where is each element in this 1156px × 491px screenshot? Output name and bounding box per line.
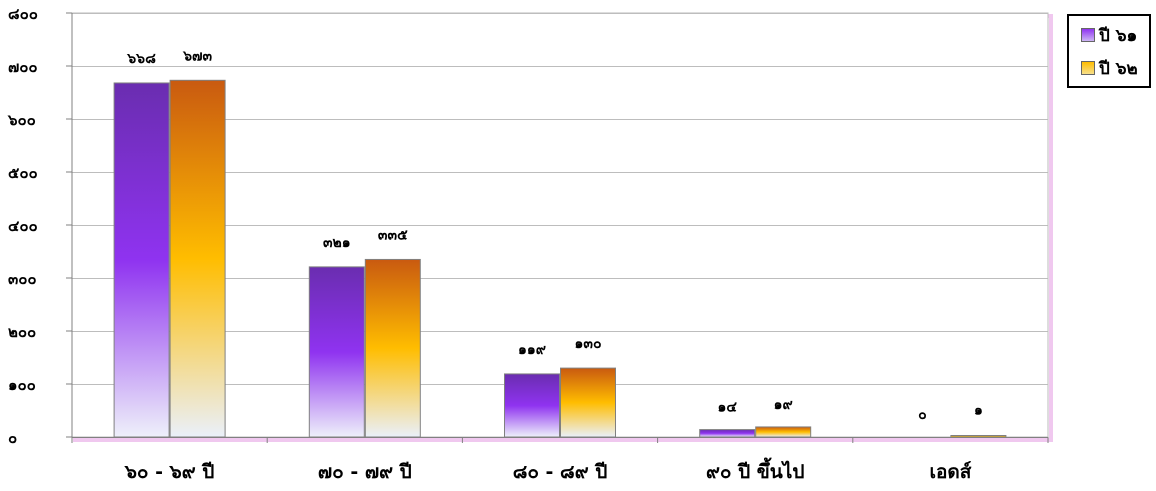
bar-series-2-5 xyxy=(950,435,1007,438)
data-label: ๑ xyxy=(974,403,983,419)
data-label: ๖๖๘ xyxy=(126,51,156,67)
bar-series-2-4 xyxy=(755,426,812,438)
bar-series-1-1 xyxy=(113,82,170,438)
data-label: ๑๓๐ xyxy=(574,336,601,352)
legend-swatch-series-1 xyxy=(1081,28,1095,42)
bar-series-2-1 xyxy=(169,79,226,438)
data-label: ๑๔ xyxy=(717,400,737,416)
data-label: ๓๒๑ xyxy=(323,235,351,251)
legend-label-series-1: ปี ๖๑ xyxy=(1099,25,1138,46)
legend-item-series-1: ปี ๖๑ xyxy=(1081,25,1137,46)
data-label: ๖๗๓ xyxy=(182,48,212,64)
bar-series-1-2 xyxy=(308,266,365,438)
y-tick-label: ๓๐๐ xyxy=(8,270,37,288)
data-label: ๓๓๕ xyxy=(378,227,408,243)
x-tick-label: ๘๐ - ๘๙ ปี xyxy=(513,461,608,483)
y-tick-label: ๗๐๐ xyxy=(8,58,38,76)
data-label: ๑๙ xyxy=(774,397,793,413)
bars xyxy=(113,79,1007,438)
x-tick-label: ๖๐ - ๖๙ ปี xyxy=(124,461,214,483)
y-tick-label: ๑๐๐ xyxy=(8,376,36,394)
legend: ปี ๖๑ ปี ๖๒ xyxy=(1067,14,1151,88)
x-tick-label: เอดส์ xyxy=(929,461,971,483)
bar-series-2-2 xyxy=(364,258,421,438)
x-tick-label: ๙๐ ปี ขึ้นไป xyxy=(706,457,804,483)
y-tick-label: ๒๐๐ xyxy=(8,323,36,341)
legend-label-series-2: ปี ๖๒ xyxy=(1099,58,1138,79)
data-label: ๐ xyxy=(918,407,927,423)
bar-series-1-4 xyxy=(699,429,756,438)
y-tick-label: ๖๐๐ xyxy=(7,111,36,129)
y-tick-label: ๔๐๐ xyxy=(8,217,38,235)
bar-series-1-3 xyxy=(504,373,560,438)
y-tick-label: ๐ xyxy=(8,429,17,447)
x-tick-label: ๗๐ - ๗๙ ปี xyxy=(318,461,412,483)
legend-swatch-series-2 xyxy=(1081,61,1095,75)
legend-item-series-2: ปี ๖๒ xyxy=(1081,58,1138,79)
y-tick-label: ๕๐๐ xyxy=(8,164,38,182)
bar-series-2-3 xyxy=(560,367,616,438)
y-tick-label: ๘๐๐ xyxy=(8,5,38,23)
data-label: ๑๑๙ xyxy=(518,342,546,358)
